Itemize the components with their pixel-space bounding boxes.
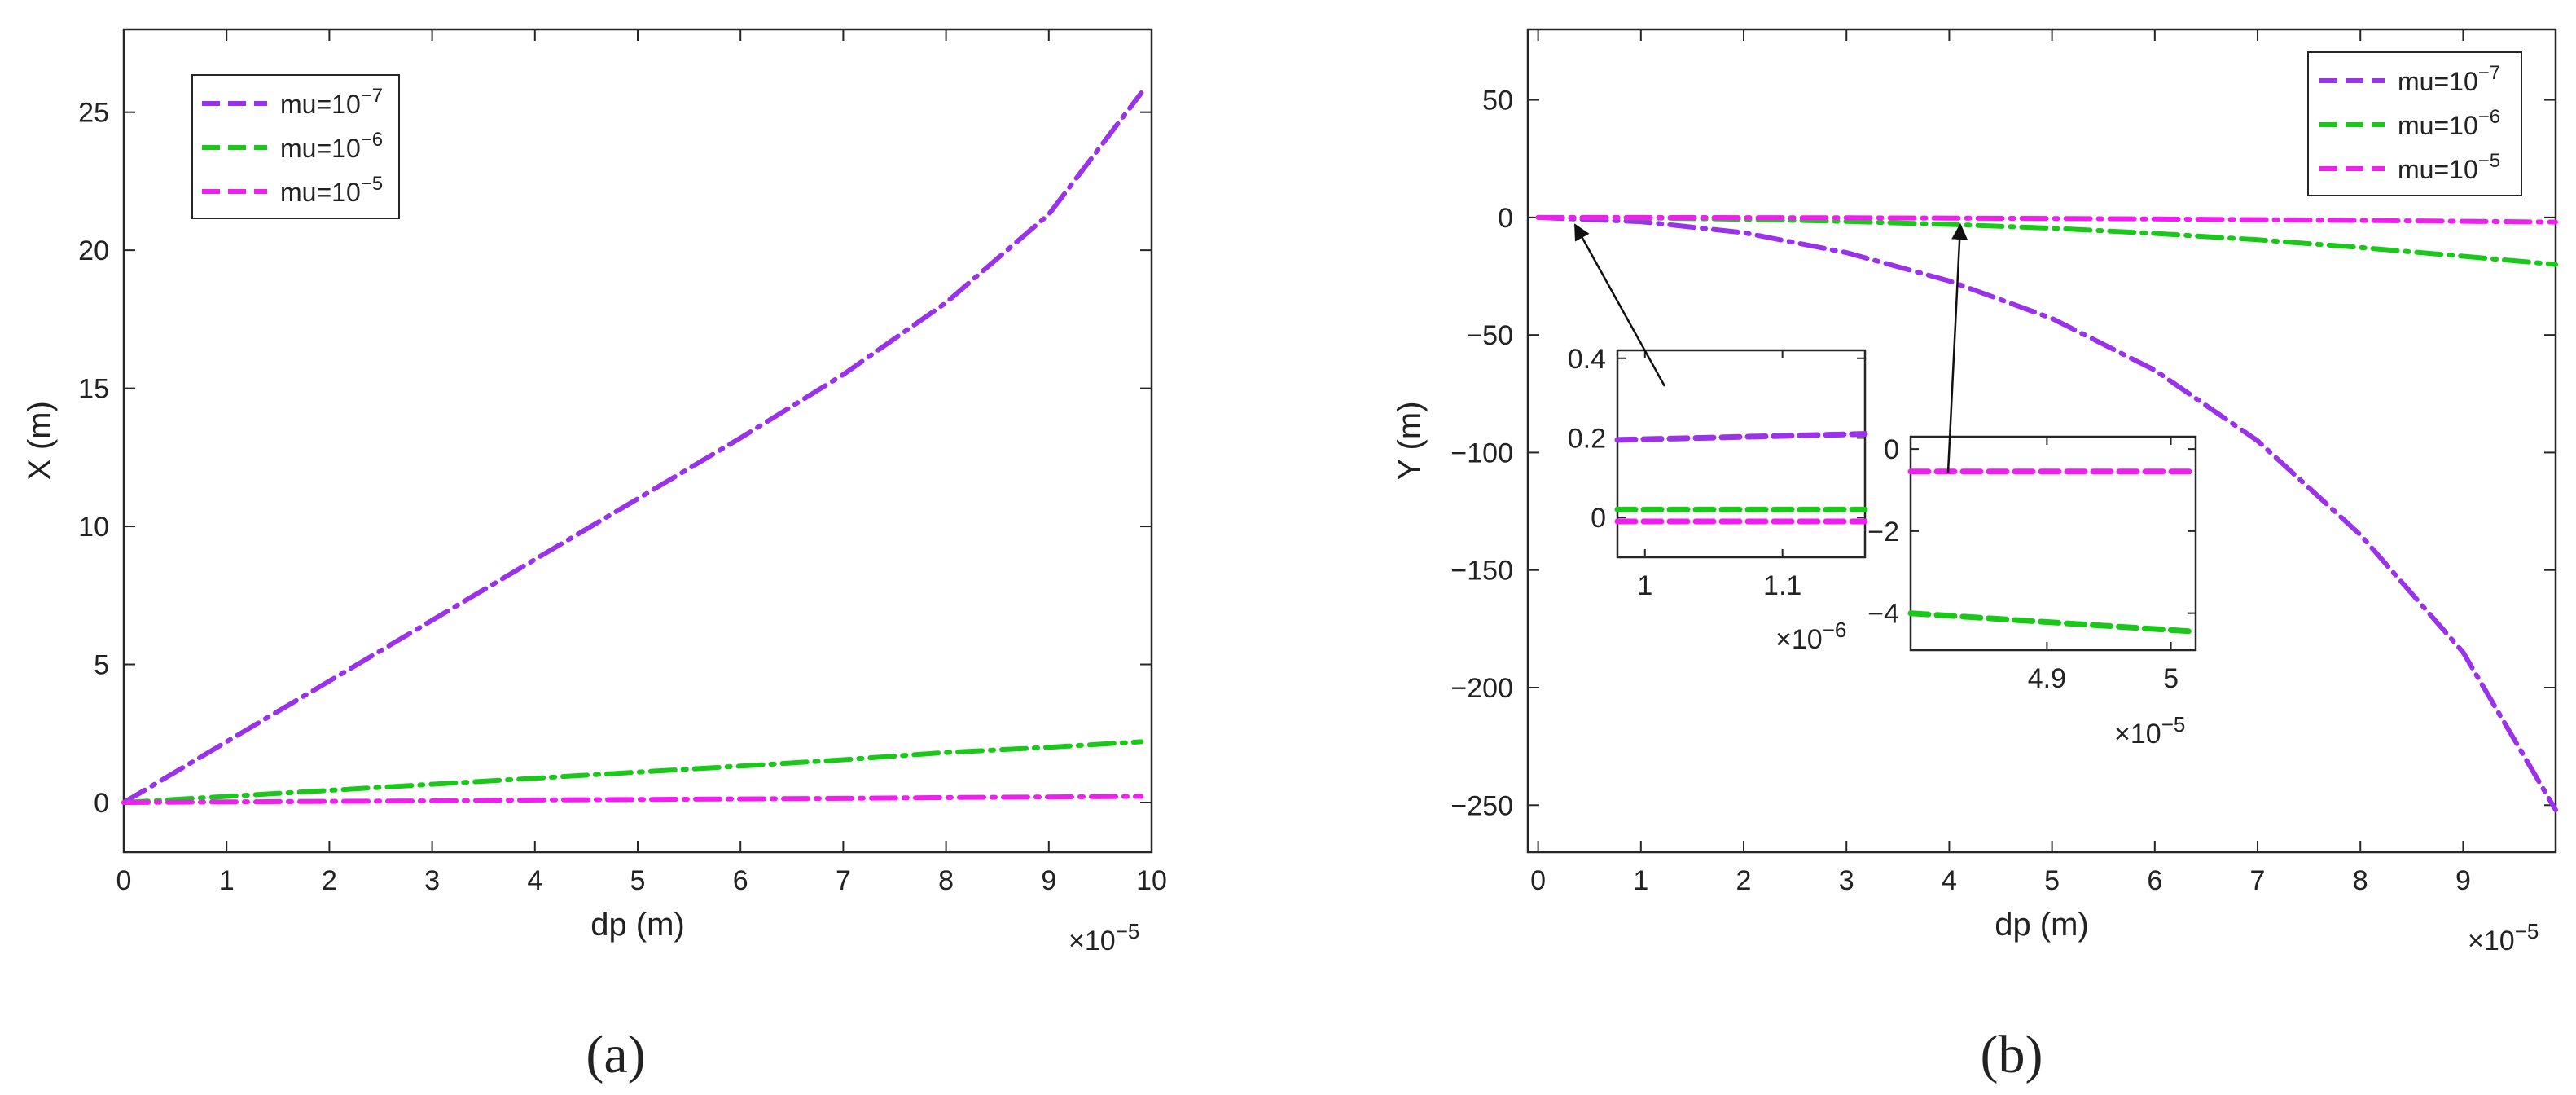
inset-1-x-tick-label: 1.1: [1763, 570, 1801, 601]
panel-b-y-tick-label: 50: [1482, 86, 1513, 117]
panel-a-x-tick-label: 6: [733, 865, 748, 896]
inset-1-y-tick-label: 0: [1591, 503, 1606, 534]
panel-a-x-tick-label: 0: [116, 865, 132, 896]
panel-b-inset-2: 4.9 5 0 −2 −4 ×10−5: [1867, 434, 2199, 750]
panel-b-legend-box: [2307, 51, 2522, 196]
panel-b-x-label: dp (m): [1995, 907, 2089, 943]
panel-b-y-tick-label: 0: [1498, 203, 1513, 234]
panel-b-y-tick-label: −250: [1450, 790, 1513, 821]
panel-b-x-tick-label: 2: [1736, 865, 1752, 896]
panel-b-legend-label: mu=10−6: [2398, 106, 2500, 140]
panel-b-x-tick-label: 9: [2455, 865, 2471, 896]
panel-a-x-multiplier: ×10−5: [1069, 919, 1139, 956]
inset-1-x-multiplier: ×10−6: [1775, 618, 1846, 655]
panel-a-y-tick-label: 25: [78, 98, 109, 129]
panel-b-x-tick-label: 8: [2353, 865, 2368, 896]
panel-a-x-tick-label: 1: [219, 865, 235, 896]
inset-2-series-mu6-line: [1907, 610, 2199, 635]
inset-2-y-tick-label: 0: [1884, 434, 1899, 465]
panel-a-x-label: dp (m): [590, 907, 685, 943]
panel-a-y-tick-label: 20: [78, 235, 109, 266]
panel-b-series: [1535, 214, 2558, 813]
panel-b-frame: [1526, 28, 2557, 854]
panel-b-y-tick-label: −50: [1466, 320, 1513, 351]
panel-b-y-tick-label: −150: [1450, 556, 1513, 587]
inset-2-ticks: 4.9 5 0 −2 −4: [1867, 434, 2196, 694]
panel-b-legend: mu=10−7 mu=10−6 mu=10−5: [2307, 51, 2522, 196]
panel-a-legend-items: mu=10−7 mu=10−6 mu=10−5: [202, 85, 383, 207]
panel-a-series-mu6-line: [121, 739, 1144, 805]
panel-a-legend-label: mu=10−6: [280, 129, 383, 163]
panel-b-series-mu5-line: [1535, 214, 2558, 225]
panel-a-y-label: X (m): [22, 401, 58, 481]
panel-a-chart: 0 1 2 3 4 5 6 7 8 9 10 0 5 10 15 20 25 dp (m) X (m) ×10−…: [22, 28, 1167, 956]
panel-a-x-tick-label: 9: [1041, 865, 1056, 896]
panel-a-y-tick-label: 15: [78, 374, 109, 405]
inset-2-y-tick-label: −4: [1867, 599, 1899, 630]
inset-1-y-tick-label: 0.2: [1568, 423, 1606, 454]
panel-a-legend-box: [191, 74, 400, 219]
inset-1-series-mu7-line: [1614, 431, 1868, 443]
inset-2-y-tick-label: −2: [1867, 517, 1899, 548]
caption-a: (a): [586, 1025, 645, 1084]
panel-b-legend-label: mu=10−7: [2398, 62, 2500, 96]
panel-b-y-tick-label: −100: [1450, 438, 1513, 468]
inset-1-x-tick-label: 1: [1637, 570, 1652, 601]
panel-a-series-mu7-line: [121, 90, 1144, 805]
panel-b-series-mu6-line: [1535, 214, 2558, 267]
panel-a-x-tick-label: 10: [1136, 865, 1167, 896]
panel-a-x-tick-label: 3: [424, 865, 440, 896]
inset-2-pointer-arrow: [1946, 223, 1968, 473]
panel-a-x-tick-label: 7: [836, 865, 851, 896]
panel-b-y-label: Y (m): [1392, 401, 1428, 480]
inset-1-frame: [1616, 349, 1867, 559]
panel-a-y-tick-label: 10: [78, 512, 109, 543]
panel-a-series-mu5-line: [121, 794, 1144, 805]
panel-a-legend-label: mu=10−5: [280, 173, 383, 207]
panel-b-x-tick-label: 6: [2147, 865, 2162, 896]
panel-b-legend-label: mu=10−5: [2398, 150, 2500, 184]
panel-b-inset-1: 1 1.1 0 0.2 0.4 ×10−6: [1568, 344, 1868, 655]
inset-2-series: [1907, 468, 2199, 635]
inset-1-series: [1614, 431, 1868, 525]
panel-a-y-tick-label: 0: [94, 788, 109, 819]
panel-b-series-mu7-line: [1535, 214, 2558, 813]
inset-2-x-tick-label: 5: [2163, 663, 2179, 694]
panel-b-x-tick-label: 4: [1942, 865, 1957, 896]
inset-2-x-tick-label: 4.9: [2028, 663, 2066, 694]
panel-b-x-tick-label: 1: [1633, 865, 1648, 896]
panel-b-x-multiplier: ×10−5: [2468, 919, 2539, 956]
caption-b: (b): [1981, 1025, 2043, 1084]
inset-1-pointer-arrow: [1573, 223, 1666, 387]
panel-b-x-tick-label: 0: [1530, 865, 1546, 896]
panel-b-x-tick-label: 5: [2044, 865, 2060, 896]
inset-1-ticks: 1 1.1 0 0.2 0.4: [1568, 344, 1865, 601]
inset-1-y-tick-label: 0.4: [1568, 344, 1606, 375]
panel-a-x-tick-label: 8: [938, 865, 954, 896]
panel-a-x-tick-label: 4: [527, 865, 542, 896]
panel-b-x-tick-label: 3: [1839, 865, 1854, 896]
panel-a-legend-label: mu=10−7: [280, 85, 383, 119]
panel-b-x-tick-label: 7: [2250, 865, 2266, 896]
panel-a-x-tick-label: 5: [630, 865, 646, 896]
inset-2-x-multiplier: ×10−5: [2114, 712, 2185, 750]
panel-a-legend: mu=10−7 mu=10−6 mu=10−5: [191, 74, 400, 219]
panel-a-series: [121, 90, 1144, 805]
panel-a-ticks: 0 1 2 3 4 5 6 7 8 9 10 0 5 10 15 20 25: [78, 29, 1167, 896]
panel-a-x-tick-label: 2: [322, 865, 337, 896]
panel-a-y-tick-label: 5: [94, 650, 109, 681]
panel-b-y-tick-label: −200: [1450, 673, 1513, 704]
panel-b-legend-items: mu=10−7 mu=10−6 mu=10−5: [2319, 62, 2500, 184]
